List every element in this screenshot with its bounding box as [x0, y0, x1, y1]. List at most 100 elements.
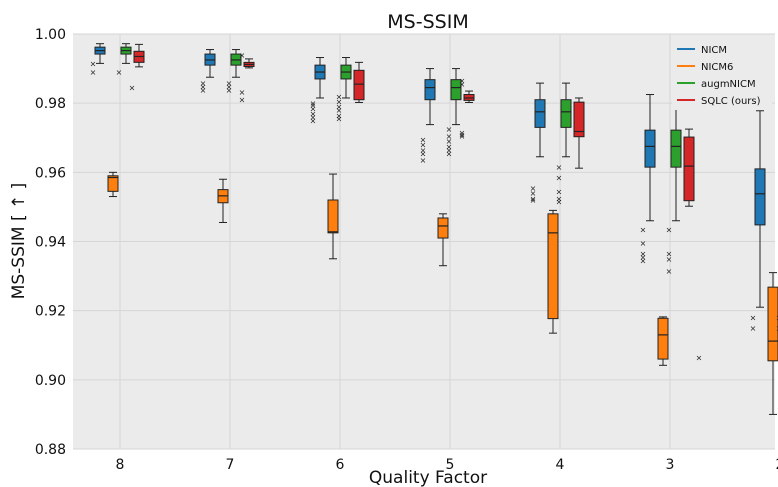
outlier-marker: × — [446, 146, 453, 155]
boxplots: ××××××××××××××××××××××××××××××××××××××××… — [90, 43, 778, 415]
y-axis-ticks: 0.88 0.90 0.92 0.94 0.96 0.98 1.00 — [35, 27, 66, 458]
y-tick-label: 0.96 — [35, 165, 66, 181]
outlier-marker: × — [776, 314, 778, 323]
y-tick-label: 0.90 — [35, 373, 66, 389]
box-nicm6-q8 — [107, 171, 119, 198]
box-nicm6-q3 — [657, 316, 669, 366]
outlier-marker: × — [640, 250, 647, 259]
x-tick-label: 6 — [336, 457, 345, 473]
outlier-marker: × — [336, 97, 343, 106]
outlier-marker: × — [200, 83, 207, 92]
gridlines — [73, 33, 775, 450]
outlier-marker: × — [696, 353, 703, 362]
box-iqr — [534, 99, 546, 128]
outlier-marker: × — [129, 84, 136, 93]
outlier-marker: × — [459, 130, 466, 139]
x-tick-label: 5 — [446, 457, 455, 473]
outlier-marker: × — [459, 129, 466, 138]
box-iqr — [767, 286, 778, 362]
outlier-marker: × — [310, 116, 317, 125]
box-nicm-q2: ×× — [750, 110, 766, 333]
outlier-marker: × — [640, 225, 647, 234]
outlier-marker: × — [310, 110, 317, 119]
outlier-marker: × — [556, 194, 563, 203]
y-tick-label: 0.88 — [35, 442, 66, 458]
outlier-marker: × — [336, 115, 343, 124]
box-augmnicm-q7: ××× — [226, 49, 242, 95]
x-tick-label: 2 — [776, 457, 778, 473]
box-nicm-q6: ×××××× — [310, 57, 326, 125]
outlier-marker: × — [239, 88, 246, 97]
outlier-marker: × — [446, 132, 453, 141]
outlier-marker: × — [420, 141, 427, 150]
box-iqr — [424, 79, 436, 101]
outlier-marker: × — [446, 149, 453, 158]
y-tick-label: 1.00 — [35, 27, 66, 43]
outlier-marker: × — [200, 79, 207, 88]
outlier-marker: × — [226, 79, 233, 88]
legend-label: NICM6 — [701, 62, 733, 73]
legend-label: augmNICM — [701, 79, 756, 90]
outlier-marker: × — [226, 83, 233, 92]
box-augmnicm-q5: ×××××× — [446, 68, 462, 158]
outlier-marker: × — [640, 253, 647, 262]
box-nicm-q7: ××× — [200, 49, 216, 95]
outlier-marker: × — [90, 59, 97, 68]
box-sqlc-ours--q3: × — [683, 128, 703, 362]
box-augmnicm-q4: ××××× — [556, 82, 572, 207]
outlier-marker: × — [420, 149, 427, 158]
outlier-marker: × — [90, 68, 97, 77]
legend-label: NICM — [701, 45, 727, 56]
outlier-marker: × — [446, 142, 453, 151]
outlier-marker: × — [420, 156, 427, 165]
outlier-marker: × — [530, 196, 537, 205]
y-tick-label: 0.98 — [35, 96, 66, 112]
outlier-marker: × — [336, 103, 343, 112]
box-augmnicm-q6: ×××××× — [336, 57, 352, 124]
y-tick-label: 0.94 — [35, 235, 66, 251]
box-sqlc-ours--q5: ××××× — [459, 77, 475, 141]
y-tick-label: 0.92 — [35, 304, 66, 320]
box-nicm6-q4 — [547, 209, 559, 334]
box-augmnicm-q2: ×× — [776, 314, 778, 333]
chart-title: MS-SSIM — [387, 11, 468, 33]
outlier-marker: × — [556, 198, 563, 207]
box-iqr — [560, 99, 572, 128]
outlier-marker: × — [336, 106, 343, 115]
outlier-marker: × — [640, 239, 647, 248]
outlier-marker: × — [226, 86, 233, 95]
outlier-marker: × — [459, 77, 466, 86]
box-iqr — [353, 69, 365, 101]
outlier-marker: × — [310, 113, 317, 122]
box-nicm6-q2 — [767, 272, 778, 415]
box-augmnicm-q8: × — [116, 43, 132, 77]
box-sqlc-ours--q4 — [573, 97, 585, 169]
box-nicm-q3: ××××× — [640, 94, 656, 266]
box-iqr — [437, 217, 449, 239]
outlier-marker: × — [239, 96, 246, 105]
outlier-marker: × — [116, 68, 123, 77]
box-nicm6-q5 — [437, 213, 449, 267]
outlier-marker: × — [530, 189, 537, 198]
box-iqr — [754, 168, 766, 226]
outlier-marker: × — [750, 314, 757, 323]
box-sqlc-ours--q7: ××× — [239, 51, 255, 105]
x-tick-label: 4 — [556, 457, 565, 473]
outlier-marker: × — [666, 267, 673, 276]
outlier-marker: × — [776, 324, 778, 333]
outlier-marker: × — [666, 250, 673, 259]
outlier-marker: × — [666, 255, 673, 264]
outlier-marker: × — [556, 174, 563, 183]
box-iqr — [547, 213, 559, 320]
outlier-marker: × — [239, 51, 246, 60]
outlier-marker: × — [446, 137, 453, 146]
x-tick-label: 3 — [666, 457, 675, 473]
outlier-marker: × — [459, 80, 466, 89]
box-iqr — [327, 199, 339, 234]
outlier-marker: × — [336, 111, 343, 120]
box-nicm-q5: ××××× — [420, 68, 436, 165]
x-tick-label: 8 — [116, 457, 125, 473]
box-iqr — [450, 79, 462, 101]
outlier-marker: × — [336, 92, 343, 101]
